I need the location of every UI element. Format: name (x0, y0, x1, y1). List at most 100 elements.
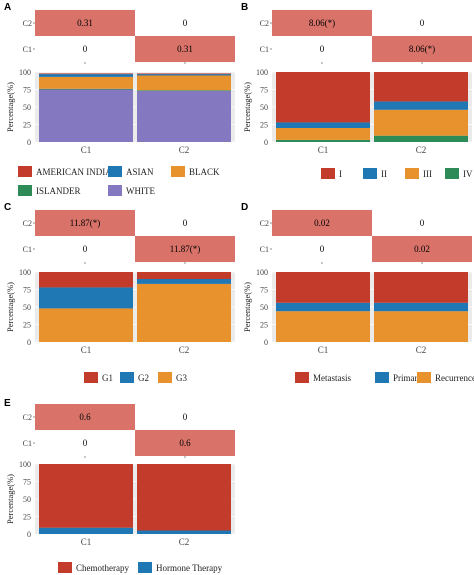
legend-label: Metastasis (313, 373, 351, 383)
x-tick-label: C1 (318, 345, 329, 355)
bar-segment (374, 311, 468, 342)
y-tick-label: 75 (23, 478, 31, 487)
bar-segment (39, 308, 133, 342)
heatmap-cell (272, 210, 372, 236)
legend-label: ISLANDER (36, 186, 81, 196)
heatmap-cell (135, 210, 235, 236)
heatmap-cell-value: 0 (83, 438, 88, 448)
y-tick-label: 25 (23, 121, 31, 130)
legend-label: Primary (393, 373, 422, 383)
heatmap-cell-value: 0.02 (314, 218, 330, 228)
x-tick-label: C1 (81, 145, 92, 155)
x-tick-label: C1 (81, 345, 92, 355)
y-tick-label: 75 (23, 86, 31, 95)
panel-letter: A (4, 2, 11, 13)
x-tick-label: C2 (416, 345, 427, 355)
panel-d: D 0.02 0 C2 0 0.02 C1 0 25 50 75 100 C1 C2 Percentage(… (241, 202, 474, 383)
heatmap-cell-value: 0 (83, 244, 88, 254)
y-tick-label: 0 (27, 338, 31, 347)
bar-segment (276, 128, 370, 140)
bar-segment (137, 530, 231, 534)
y-axis-label: Percentage(%) (5, 282, 15, 332)
heatmap-row-label: C1 (23, 245, 32, 254)
heatmap-cell (272, 10, 372, 36)
bar-segment (39, 73, 133, 75)
heatmap-row-label: C1 (260, 45, 269, 54)
heatmap-cell-value: 11.87(*) (70, 218, 100, 228)
heatmap-cell-value: 8.06(*) (309, 18, 335, 28)
legend-swatch (321, 168, 335, 179)
y-tick-label: 50 (260, 303, 268, 312)
y-tick-label: 50 (23, 303, 31, 312)
legend-swatch (58, 562, 72, 573)
heatmap-cell-value: 0 (420, 218, 425, 228)
heatmap-row-label: C1 (23, 439, 32, 448)
y-tick-label: 50 (23, 103, 31, 112)
heatmap-cell (135, 430, 235, 456)
bar-segment (374, 101, 468, 110)
bar-segment (276, 272, 370, 303)
y-tick-label: 100 (256, 68, 268, 77)
legend-label: II (381, 169, 387, 179)
y-tick-label: 50 (23, 495, 31, 504)
heatmap-cell (372, 10, 472, 36)
legend-label: IV (463, 169, 473, 179)
heatmap-cell-value: 0 (183, 18, 188, 28)
y-axis-label: Percentage(%) (5, 474, 15, 524)
legend-swatch (18, 185, 32, 196)
y-tick-label: 100 (19, 68, 31, 77)
y-axis-label: Percentage(%) (5, 82, 15, 132)
y-tick-label: 25 (23, 513, 31, 522)
panel-letter: B (241, 2, 248, 13)
bar-segment (137, 272, 231, 279)
heatmap-cell (35, 430, 135, 456)
heatmap-row-label: C2 (23, 219, 32, 228)
heatmap-cell (372, 210, 472, 236)
heatmap-cell-value: 0.31 (177, 44, 193, 54)
y-tick-label: 75 (260, 86, 268, 95)
bar-segment (39, 89, 133, 142)
heatmap-cell-value: 0 (183, 412, 188, 422)
heatmap-cell-value: 0.6 (179, 438, 191, 448)
heatmap-cell-value: 0.31 (77, 18, 93, 28)
heatmap-cell (35, 10, 135, 36)
legend-swatch (84, 372, 98, 383)
legend-swatch (405, 168, 419, 179)
heatmap-cell-value: 0.02 (414, 244, 430, 254)
bar-segment (276, 139, 370, 142)
legend-label: ASIAN (126, 167, 154, 177)
bar-segment (374, 109, 468, 136)
heatmap-cell (35, 236, 135, 262)
legend-label: I (339, 169, 342, 179)
x-tick-label: C2 (179, 345, 190, 355)
heatmap-cell (35, 404, 135, 430)
panel-letter: D (241, 202, 248, 213)
bar-segment (39, 74, 133, 77)
bar-segment (39, 272, 133, 288)
heatmap-cell-value: 0 (320, 244, 325, 254)
legend-swatch (445, 168, 459, 179)
y-tick-label: 50 (260, 103, 268, 112)
heatmap-row-label: C2 (23, 19, 32, 28)
heatmap-cell-value: 0.6 (79, 412, 91, 422)
bar-segment (374, 135, 468, 142)
heatmap-row-label: C2 (260, 219, 269, 228)
bar-segment (276, 122, 370, 128)
panel-letter: E (4, 398, 11, 409)
panel-b: B 8.06(*) 0 C2 0 8.06(*) C1 0 25 50 75 100 C1 C2 Perce… (241, 2, 473, 179)
heatmap-row-label: C2 (260, 19, 269, 28)
panel-letter: C (4, 202, 11, 213)
panel-e: E 0.6 0 C2 0 0.6 C1 0 25 50 75 100 C1 C2 Percentage(%)… (4, 398, 235, 573)
heatmap-cell (372, 236, 472, 262)
x-tick-label: C2 (179, 145, 190, 155)
heatmap-cell (35, 36, 135, 62)
y-tick-label: 75 (23, 286, 31, 295)
bar-segment (39, 527, 133, 534)
heatmap-cell-value: 11.87(*) (170, 244, 200, 254)
heatmap-cell (372, 36, 472, 62)
y-tick-label: 100 (19, 460, 31, 469)
bar-segment (137, 90, 231, 142)
bar-segment (137, 73, 231, 75)
heatmap-cell (272, 236, 372, 262)
